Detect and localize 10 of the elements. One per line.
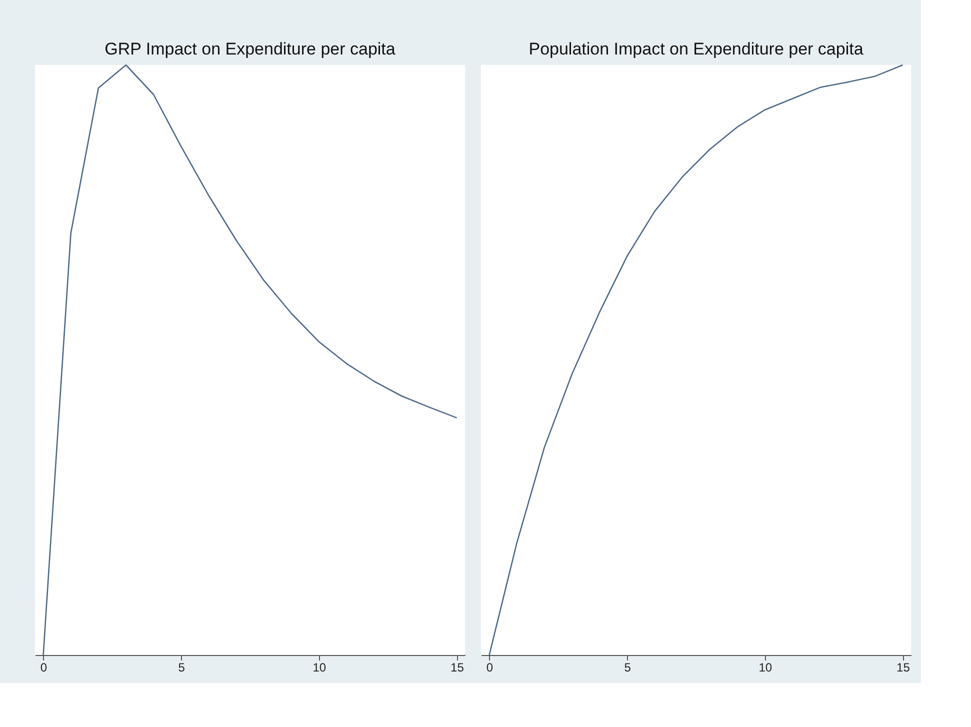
x-tick-label: 10 <box>758 660 772 674</box>
chart-title: GRP Impact on Expenditure per capita <box>104 39 396 58</box>
x-tick-label: 15 <box>450 660 464 674</box>
chart-title: Population Impact on Expenditure per capita <box>528 39 864 58</box>
x-tick-label: 5 <box>178 660 186 674</box>
x-tick-label: 0 <box>40 660 48 674</box>
x-tick-label: 0 <box>486 660 494 674</box>
x-tick-label: 10 <box>312 660 326 674</box>
x-tick-label: 15 <box>896 660 910 674</box>
x-tick-label: 5 <box>624 660 632 674</box>
